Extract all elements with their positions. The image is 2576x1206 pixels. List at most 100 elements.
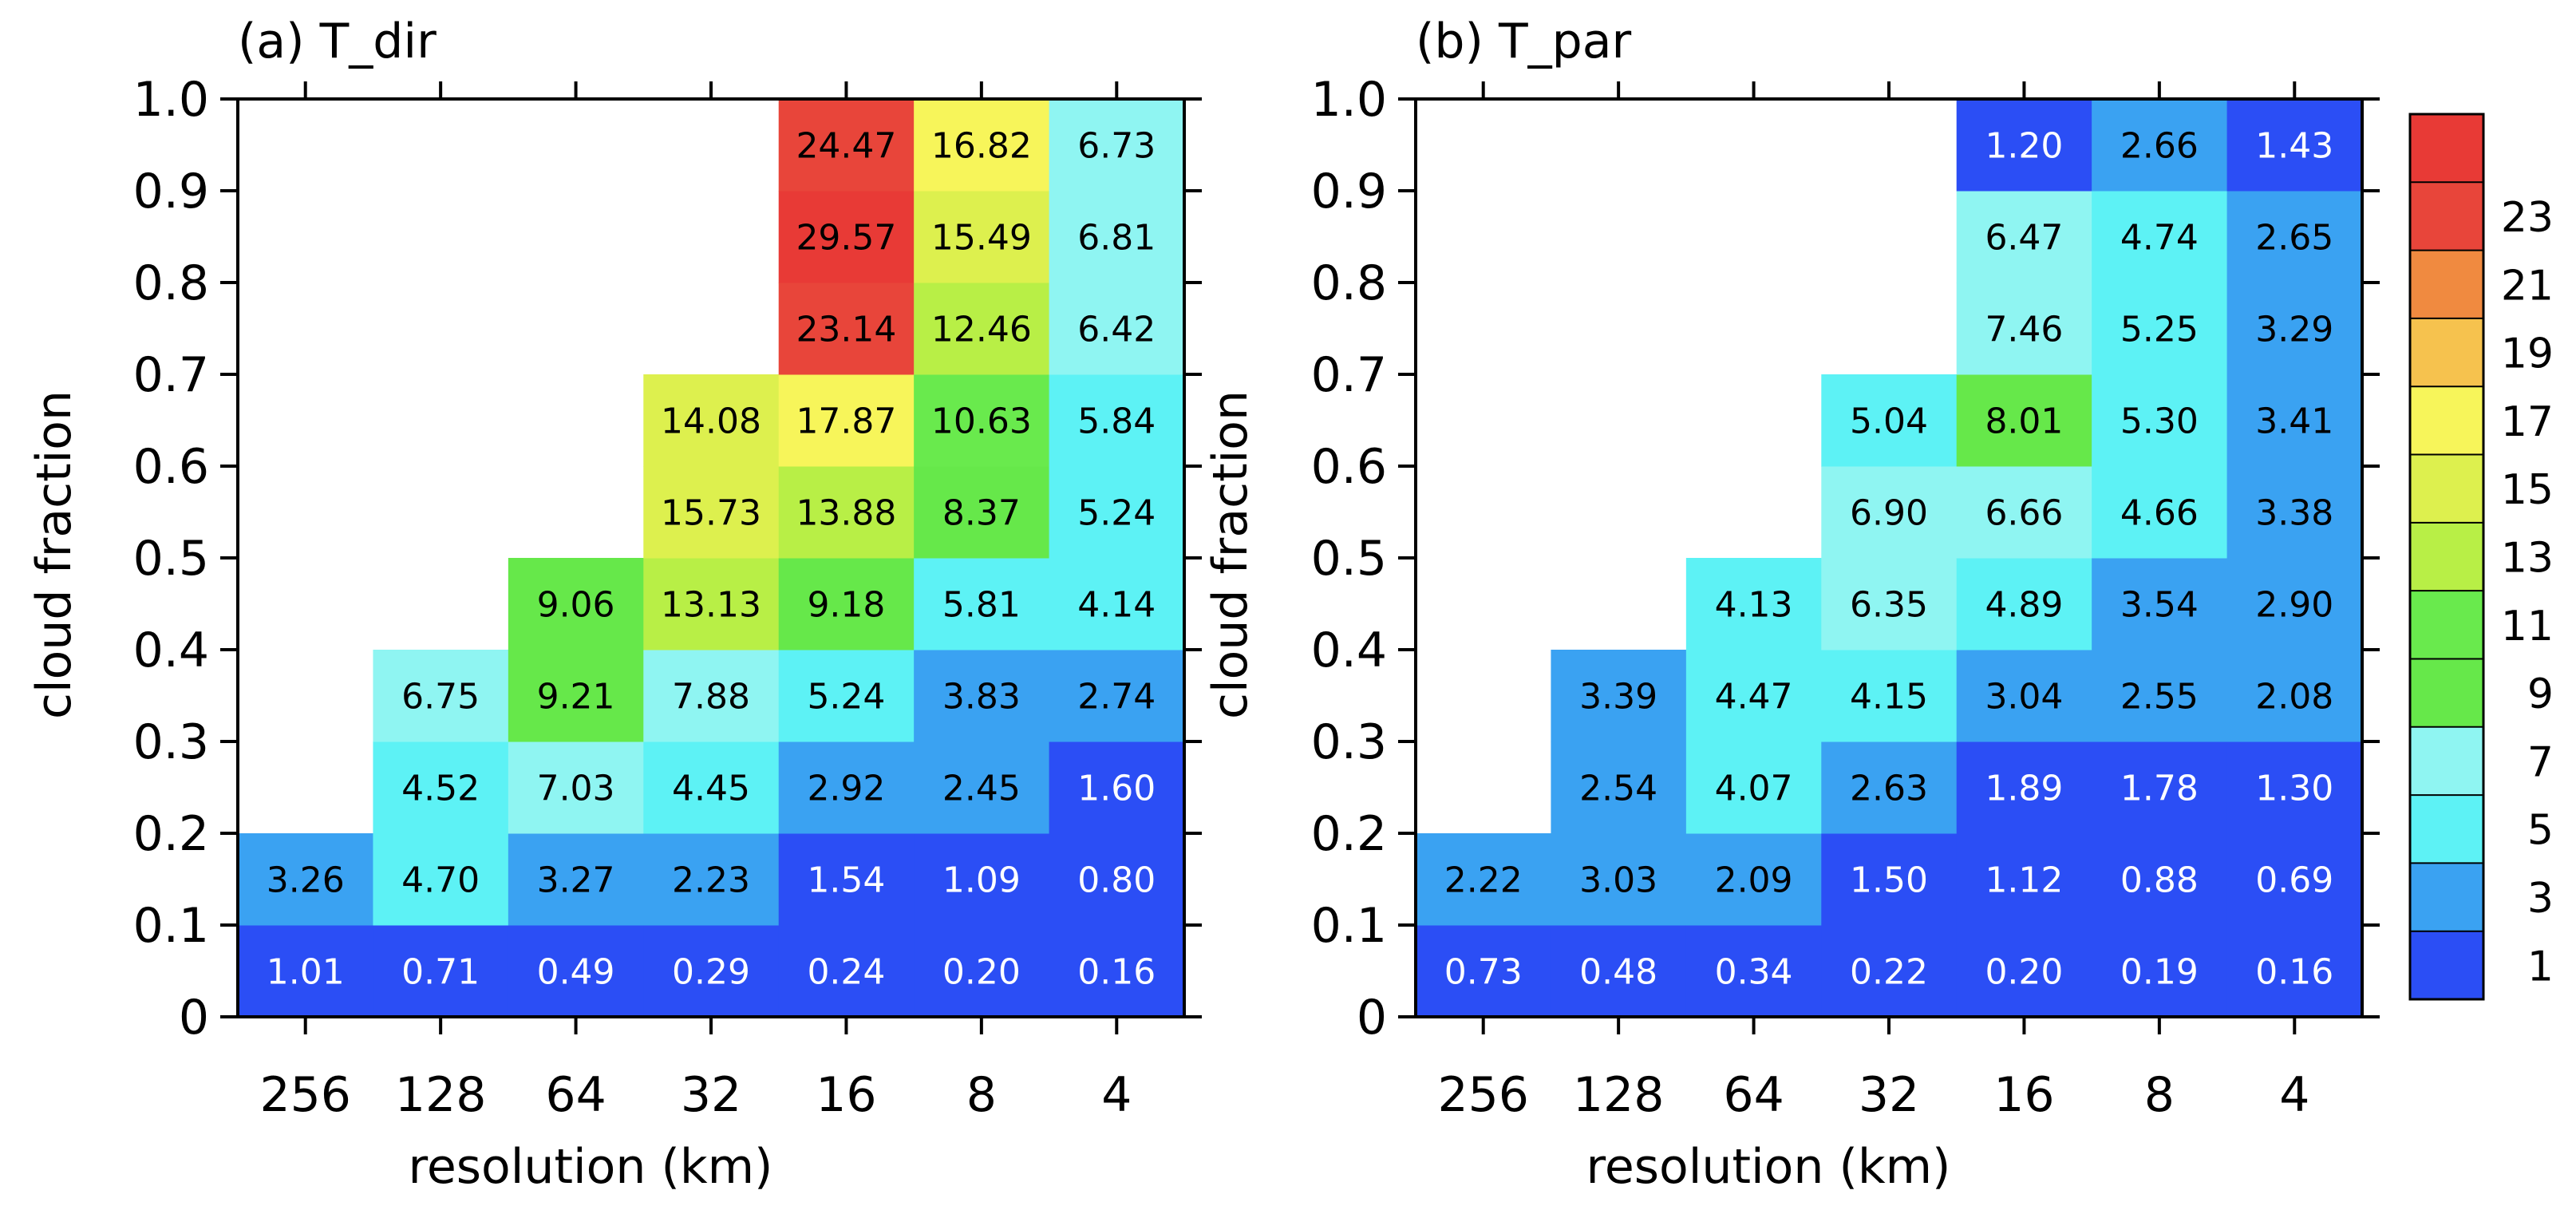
cell-value-label: 2.65 bbox=[2255, 218, 2333, 259]
y-tick-label: 0.6 bbox=[133, 439, 209, 495]
cell-value-label: 1.89 bbox=[1985, 769, 2063, 809]
panel-b-cells: 0.73 0.48 0.34 0.22 0.20 0.19 0.16 2.22 3.03 2.09… bbox=[1416, 99, 2363, 1018]
colorbar-label: 15 bbox=[2501, 466, 2554, 514]
heatmap-cell bbox=[1416, 925, 1551, 1018]
y-tick-label: 0.5 bbox=[1311, 531, 1387, 587]
cell-value-label: 0.20 bbox=[942, 952, 1021, 993]
heatmap-cell bbox=[2226, 925, 2363, 1018]
colorbar-segment bbox=[2410, 795, 2483, 864]
y-tick-label: 0.3 bbox=[1311, 714, 1387, 770]
cell-value-label: 0.69 bbox=[2255, 860, 2333, 901]
heatmap-cell bbox=[643, 925, 780, 1018]
x-tick-label: 8 bbox=[2144, 1067, 2175, 1123]
cell-value-label: 1.43 bbox=[2255, 126, 2333, 167]
y-tick-label: 0.6 bbox=[1311, 439, 1387, 495]
colorbar-segment bbox=[2410, 386, 2483, 456]
cell-value-label: 2.74 bbox=[1077, 677, 1156, 718]
heatmap-cell bbox=[1551, 741, 1687, 834]
heatmap-cell bbox=[2226, 466, 2363, 559]
x-tick-label: 32 bbox=[1859, 1067, 1919, 1123]
cell-value-label: 3.54 bbox=[2120, 585, 2199, 626]
heatmap-cell bbox=[1821, 374, 1958, 467]
cell-value-label: 29.57 bbox=[796, 218, 896, 259]
cell-value-label: 5.25 bbox=[2120, 310, 2199, 350]
cell-value-label: 0.16 bbox=[2255, 952, 2333, 993]
colorbar-segment bbox=[2410, 658, 2483, 728]
colorbar-segment bbox=[2410, 522, 2483, 591]
cell-value-label: 0.80 bbox=[1077, 860, 1156, 901]
cell-value-label: 2.63 bbox=[1850, 769, 1928, 809]
colorbar-segment bbox=[2410, 863, 2483, 932]
heatmap-cell bbox=[2092, 741, 2228, 834]
panel-b-y-ticks: 0 0.1 0.2 0.3 0.4 0.5 0.6 0.7 0.8 0.9 1.0 bbox=[1311, 72, 2380, 1046]
cell-value-label: 5.24 bbox=[1077, 493, 1156, 534]
cell-value-label: 8.37 bbox=[942, 493, 1021, 534]
heatmap-cell bbox=[1821, 925, 1958, 1018]
cell-value-label: 6.81 bbox=[1077, 218, 1156, 259]
heatmap-cell bbox=[373, 650, 509, 742]
heatmap-cell bbox=[778, 833, 915, 926]
heatmap-cell bbox=[1956, 741, 2092, 834]
cell-value-label: 3.29 bbox=[2255, 310, 2333, 350]
x-tick-label: 16 bbox=[1993, 1067, 2054, 1123]
colorbar-frame bbox=[2408, 113, 2485, 1001]
heatmap-cell bbox=[778, 466, 915, 559]
cell-value-label: 6.90 bbox=[1850, 493, 1928, 534]
heatmap-cell bbox=[1685, 925, 1822, 1018]
cell-value-label: 0.19 bbox=[2120, 952, 2199, 993]
heatmap-cell bbox=[1956, 283, 2092, 375]
heatmap-cell bbox=[2092, 374, 2228, 467]
heatmap-cell bbox=[1685, 833, 1822, 926]
cell-value-label: 6.73 bbox=[1077, 126, 1156, 167]
heatmap-cell bbox=[2092, 925, 2228, 1018]
heatmap-cell bbox=[1821, 741, 1958, 834]
cell-value-label: 2.08 bbox=[2255, 677, 2333, 718]
heatmap-cell bbox=[1049, 833, 1185, 926]
heatmap-cell bbox=[914, 741, 1050, 834]
cell-value-label: 0.22 bbox=[1850, 952, 1928, 993]
heatmap-cell bbox=[914, 650, 1050, 742]
cell-value-label: 4.66 bbox=[2120, 493, 2199, 534]
y-tick-label: 0.4 bbox=[133, 623, 209, 678]
cell-value-label: 3.03 bbox=[1579, 860, 1657, 901]
cell-value-label: 2.22 bbox=[1444, 860, 1523, 901]
heatmap-cell bbox=[2226, 833, 2363, 926]
heatmap-cell bbox=[1049, 191, 1185, 283]
heatmap-cell bbox=[2226, 741, 2363, 834]
x-tick-label: 4 bbox=[1101, 1067, 1132, 1123]
cell-value-label: 0.24 bbox=[807, 952, 885, 993]
cell-value-label: 3.27 bbox=[537, 860, 615, 901]
heatmap-cell bbox=[373, 925, 509, 1018]
colorbar-segment bbox=[2410, 931, 2483, 1000]
cell-value-label: 2.55 bbox=[2120, 677, 2199, 718]
panel-a-x-ticks: 256 128 64 32 16 8 4 bbox=[259, 81, 1132, 1123]
cell-value-label: 6.75 bbox=[401, 677, 480, 718]
colorbar-label: 11 bbox=[2501, 603, 2554, 650]
cell-value-label: 7.88 bbox=[672, 677, 750, 718]
colorbar-label: 5 bbox=[2527, 807, 2554, 855]
heatmap-cell bbox=[778, 741, 915, 834]
heatmap-cell bbox=[508, 650, 644, 742]
heatmap-cell bbox=[1049, 650, 1185, 742]
panel-b-x-axis-title: resolution (km) bbox=[1586, 1139, 1951, 1195]
heatmap-cell bbox=[914, 283, 1050, 375]
colorbar-label: 21 bbox=[2501, 262, 2554, 310]
y-tick-label: 0.1 bbox=[1311, 898, 1387, 954]
heatmap-cell bbox=[643, 833, 780, 926]
colorbar-segment bbox=[2410, 591, 2483, 659]
cell-value-label: 13.88 bbox=[796, 493, 896, 534]
cell-value-label: 4.15 bbox=[1850, 677, 1928, 718]
cell-value-label: 5.84 bbox=[1077, 401, 1156, 442]
heatmap-cell bbox=[1049, 741, 1185, 834]
cell-value-label: 17.87 bbox=[796, 401, 896, 442]
cell-value-label: 1.78 bbox=[2120, 769, 2199, 809]
x-tick-label: 64 bbox=[1723, 1067, 1784, 1123]
colorbar-segment bbox=[2410, 726, 2483, 796]
cell-value-label: 4.45 bbox=[672, 769, 750, 809]
cell-value-label: 24.47 bbox=[796, 126, 896, 167]
heatmap-cell bbox=[2092, 191, 2228, 283]
cell-value-label: 0.49 bbox=[537, 952, 615, 993]
heatmap-cell bbox=[1049, 925, 1185, 1018]
x-tick-label: 256 bbox=[1437, 1067, 1529, 1123]
